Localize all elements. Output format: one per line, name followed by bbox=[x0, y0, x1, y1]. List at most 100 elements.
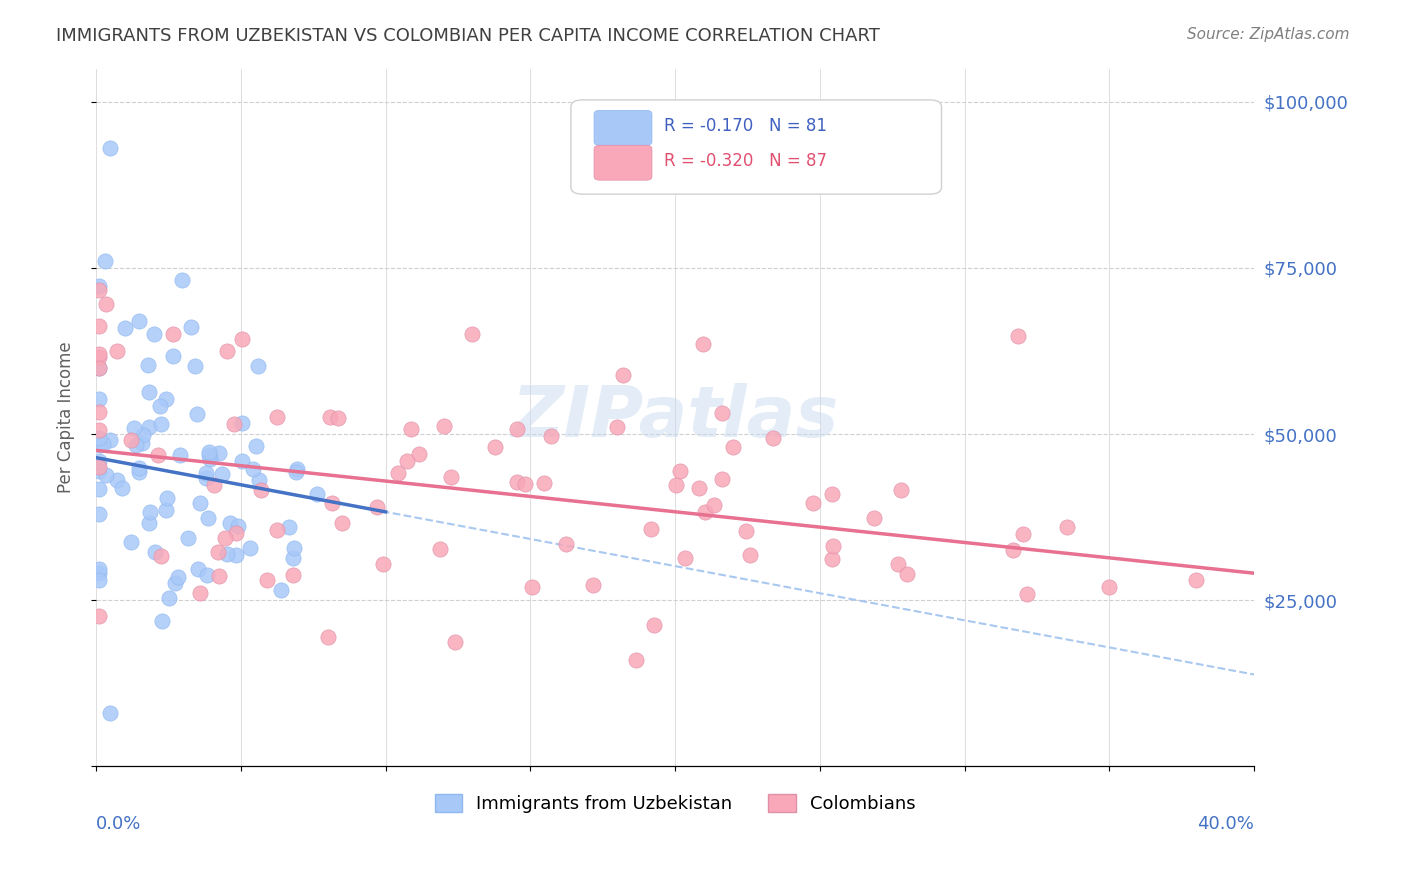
Point bbox=[330, 516, 353, 530]
Point bbox=[461, 327, 484, 342]
Point bbox=[278, 520, 301, 534]
Text: R = -0.170   N = 81: R = -0.170 N = 81 bbox=[664, 118, 827, 136]
Point bbox=[162, 349, 184, 363]
Point bbox=[202, 478, 225, 492]
Point bbox=[506, 421, 529, 435]
FancyBboxPatch shape bbox=[595, 111, 652, 145]
Point bbox=[316, 630, 339, 644]
Text: R = -0.320   N = 87: R = -0.320 N = 87 bbox=[664, 153, 827, 170]
Point bbox=[1056, 520, 1078, 534]
Point bbox=[131, 436, 153, 450]
Point bbox=[162, 327, 184, 342]
Point bbox=[554, 536, 576, 550]
Point bbox=[395, 453, 418, 467]
Point bbox=[215, 344, 238, 359]
Point bbox=[281, 568, 304, 582]
Point bbox=[186, 408, 208, 422]
Point bbox=[256, 573, 278, 587]
Point bbox=[711, 472, 734, 486]
Point bbox=[721, 440, 744, 454]
Point bbox=[612, 368, 634, 382]
Point bbox=[283, 541, 305, 556]
Point bbox=[735, 524, 758, 538]
Point bbox=[142, 327, 165, 342]
Point bbox=[96, 296, 118, 310]
Point bbox=[166, 570, 188, 584]
Point bbox=[96, 467, 118, 482]
Point bbox=[100, 141, 122, 155]
Point bbox=[711, 406, 734, 420]
Text: IMMIGRANTS FROM UZBEKISTAN VS COLOMBIAN PER CAPITA INCOME CORRELATION CHART: IMMIGRANTS FROM UZBEKISTAN VS COLOMBIAN … bbox=[56, 27, 880, 45]
Point bbox=[89, 437, 111, 451]
Point bbox=[896, 566, 918, 581]
Point bbox=[207, 545, 229, 559]
Point bbox=[87, 464, 110, 478]
Point bbox=[285, 462, 308, 476]
Point bbox=[246, 359, 269, 373]
Text: ZIPatlas: ZIPatlas bbox=[512, 383, 839, 452]
Point bbox=[195, 466, 218, 480]
Point bbox=[190, 496, 212, 510]
Point bbox=[114, 320, 136, 334]
Point bbox=[91, 437, 114, 451]
Point bbox=[222, 417, 245, 431]
Point bbox=[87, 318, 110, 333]
Point bbox=[801, 496, 824, 510]
Point bbox=[98, 433, 121, 447]
Point bbox=[515, 477, 537, 491]
Point bbox=[887, 558, 910, 572]
Point bbox=[371, 558, 394, 572]
Point bbox=[305, 487, 328, 501]
Point bbox=[231, 454, 253, 468]
Text: Source: ZipAtlas.com: Source: ZipAtlas.com bbox=[1187, 27, 1350, 42]
Point bbox=[321, 496, 343, 510]
Point bbox=[224, 525, 246, 540]
Point bbox=[688, 481, 710, 495]
Point bbox=[188, 585, 211, 599]
Point bbox=[692, 337, 714, 351]
Point bbox=[429, 541, 451, 556]
Point bbox=[228, 519, 250, 533]
Point bbox=[408, 446, 430, 460]
Point bbox=[1015, 587, 1038, 601]
Point bbox=[93, 254, 115, 268]
Point bbox=[606, 420, 628, 434]
Point bbox=[217, 548, 239, 562]
Point bbox=[1098, 580, 1121, 594]
Point bbox=[433, 419, 456, 434]
Point bbox=[208, 568, 231, 582]
Point bbox=[399, 422, 422, 436]
Point bbox=[128, 460, 150, 475]
Point bbox=[703, 498, 725, 512]
Point bbox=[270, 582, 292, 597]
Point bbox=[159, 591, 181, 605]
Point bbox=[138, 516, 160, 530]
Point bbox=[128, 314, 150, 328]
Point bbox=[169, 448, 191, 462]
Point bbox=[1002, 542, 1025, 557]
Point bbox=[890, 483, 912, 498]
Point bbox=[195, 568, 218, 582]
Point bbox=[155, 503, 177, 517]
Point bbox=[242, 462, 264, 476]
Point bbox=[105, 343, 128, 358]
Point bbox=[87, 609, 110, 624]
Point bbox=[194, 471, 217, 485]
Point bbox=[624, 653, 647, 667]
Point bbox=[180, 320, 202, 334]
Point bbox=[225, 549, 247, 563]
Point bbox=[231, 333, 253, 347]
Point bbox=[821, 486, 844, 500]
Point bbox=[640, 522, 662, 536]
Point bbox=[138, 384, 160, 399]
Point bbox=[132, 427, 155, 442]
Point bbox=[762, 431, 785, 445]
Point bbox=[506, 475, 529, 489]
Point bbox=[1011, 526, 1033, 541]
Point bbox=[198, 449, 221, 463]
Y-axis label: Per Capita Income: Per Capita Income bbox=[58, 342, 75, 493]
Point bbox=[184, 359, 207, 373]
Point bbox=[187, 561, 209, 575]
Point bbox=[198, 444, 221, 458]
Point bbox=[281, 551, 304, 566]
